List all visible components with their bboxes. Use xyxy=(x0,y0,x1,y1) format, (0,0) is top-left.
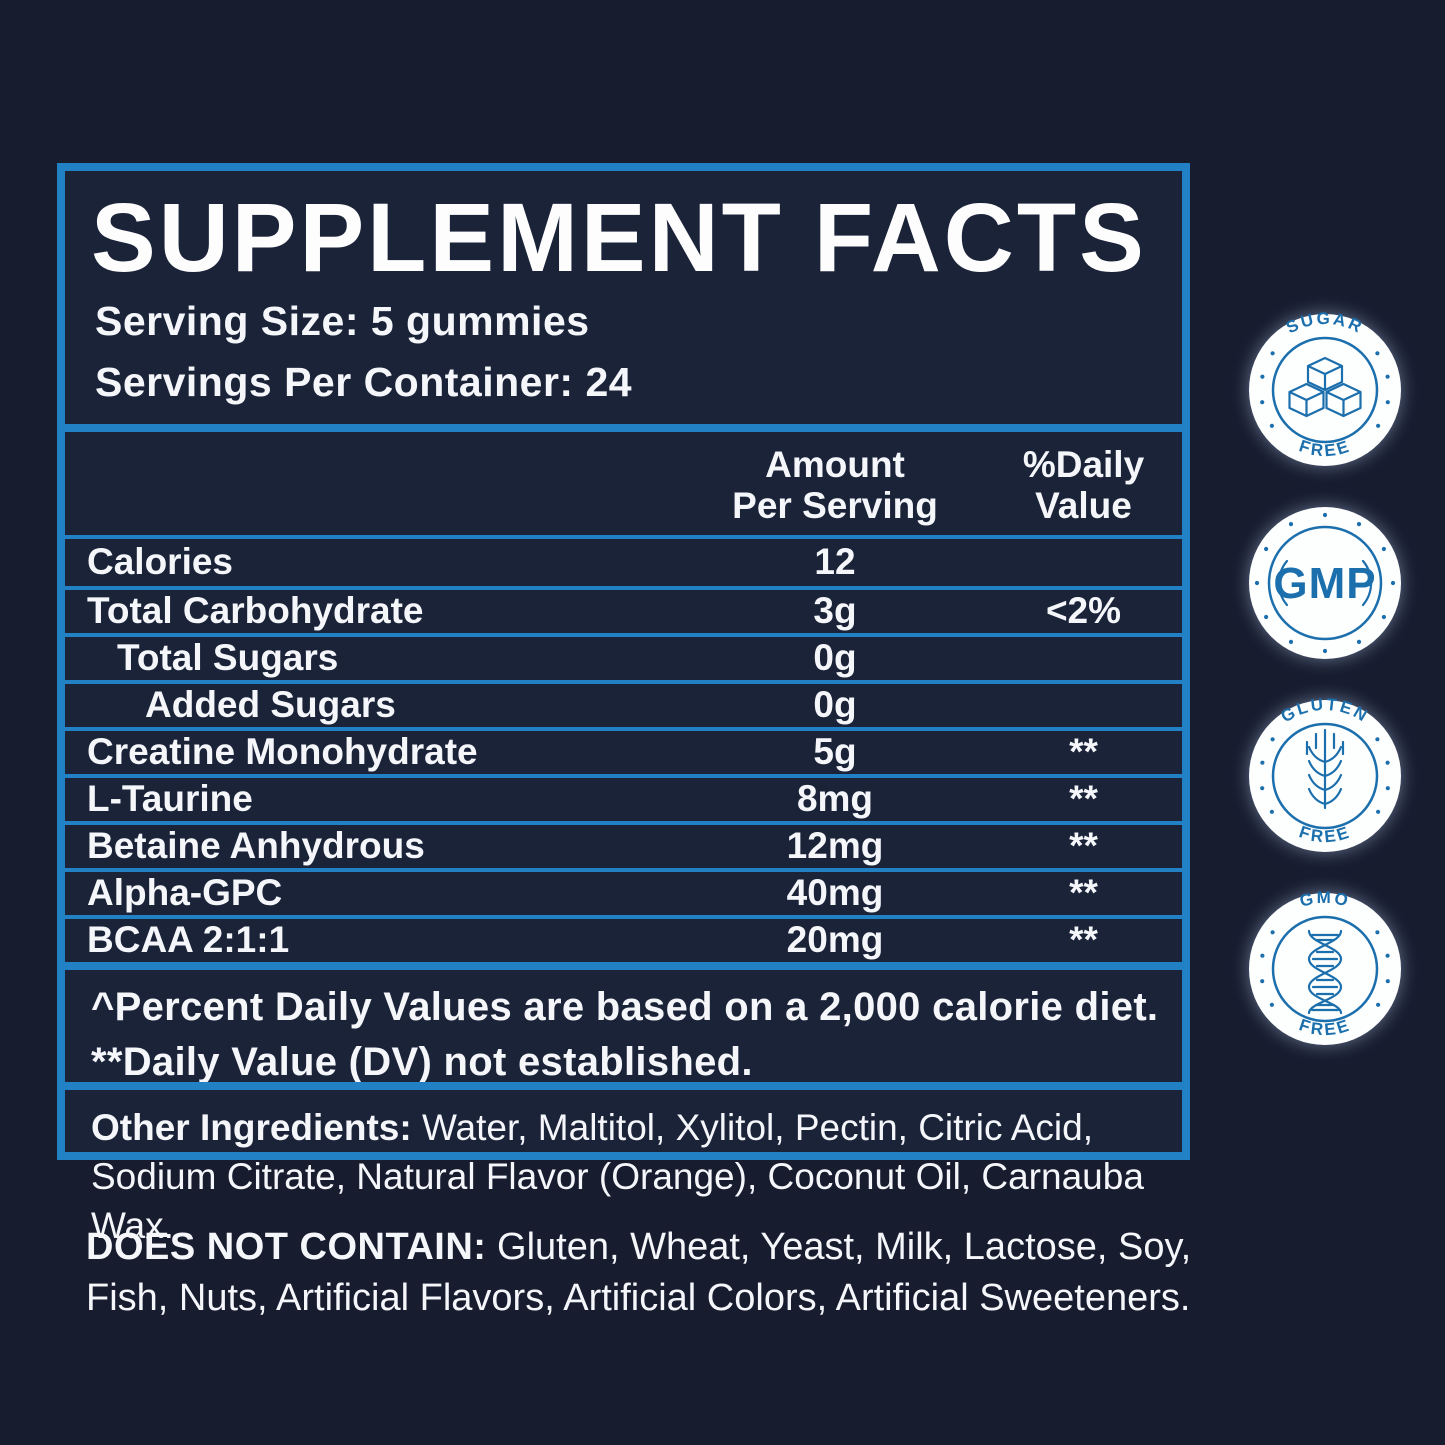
sugar-free-badge: SUGAR FREE xyxy=(1245,310,1405,470)
badge-dots xyxy=(1260,351,1390,428)
badge-dots xyxy=(1260,930,1390,1007)
does-not-contain: DOES NOT CONTAIN: Gluten, Wheat, Yeast, … xyxy=(86,1222,1236,1325)
servings-per-container: Servings Per Container: 24 xyxy=(95,359,633,405)
wheat-icon xyxy=(1305,728,1345,810)
gmo-free-seal: GMO FREE xyxy=(1249,889,1401,1045)
section-divider xyxy=(65,961,1182,970)
footnote-dv-not-established: **Daily Value (DV) not established. xyxy=(91,1039,753,1084)
does-not-contain-text: Gluten, Wheat, Yeast, Milk, Lactose, Soy… xyxy=(86,1226,1192,1320)
footnote-daily-values: ^Percent Daily Values are based on a 2,0… xyxy=(91,984,1159,1029)
gluten-free-badge: GLUTEN FREE xyxy=(1245,696,1405,856)
column-daily-value: %Daily Value xyxy=(1022,444,1145,527)
table-row: Calories 12 xyxy=(87,541,856,583)
certification-badges: SUGAR FREE GMP xyxy=(1245,310,1405,1082)
gmp-seal: GMP xyxy=(1249,507,1401,659)
section-divider xyxy=(65,1081,1182,1090)
dna-icon xyxy=(1307,929,1343,1015)
badge-dots xyxy=(1260,737,1390,814)
table-header-row: Amount Per Serving %Daily Value xyxy=(65,432,1182,539)
badge-inner-ring xyxy=(1267,525,1383,641)
gmp-letters: GMP xyxy=(1273,559,1376,608)
footnotes: ^Percent Daily Values are based on a 2,0… xyxy=(65,970,1182,1084)
badge-circle xyxy=(1249,893,1401,1045)
gluten-free-seal: GLUTEN FREE xyxy=(1249,696,1401,852)
section-divider xyxy=(65,424,1182,432)
facts-table: Amount Per Serving %Daily Value Calories… xyxy=(65,432,1182,962)
table-row: Total Carbohydrate 3g <2% xyxy=(65,585,1182,633)
panel-header: SUPPLEMENT FACTS Serving Size: 5 gummies… xyxy=(65,171,1182,424)
badge-inner-ring xyxy=(1271,722,1379,830)
badge-inner-ring xyxy=(1271,915,1379,1023)
supplement-facts-panel: SUPPLEMENT FACTS Serving Size: 5 gummies… xyxy=(57,163,1190,1246)
other-ingredients: Other Ingredients: Water, Maltitol, Xyli… xyxy=(65,1090,1182,1250)
badge-dots xyxy=(1254,512,1396,654)
gmo-free-badge: GMO FREE xyxy=(1245,889,1405,1049)
sugar-cubes-icon xyxy=(1288,356,1362,418)
table-row: Creatine Monohydrate 5g ** xyxy=(65,726,1182,774)
sugar-free-seal: SUGAR FREE xyxy=(1249,310,1401,466)
panel-title: SUPPLEMENT FACTS xyxy=(91,183,1147,292)
gmp-side-arcs xyxy=(1277,559,1373,607)
other-ingredients-text: Water, Maltitol, Xylitol, Pectin, Citric… xyxy=(91,1106,1144,1246)
table-row: Betaine Anhydrous 12mg ** xyxy=(65,820,1182,868)
gmp-badge: GMP xyxy=(1245,503,1405,663)
table-row: Alpha-GPC 40mg ** xyxy=(65,867,1182,915)
table-row: L-Taurine 8mg ** xyxy=(65,773,1182,821)
badge-top-text: GMO xyxy=(1298,889,1353,911)
badge-inner-ring xyxy=(1271,336,1379,444)
badge-circle xyxy=(1249,507,1401,659)
table-row: Added Sugars 0g xyxy=(65,679,1182,727)
table-row: BCAA 2:1:1 20mg ** xyxy=(65,914,1182,962)
table-row: Total Sugars 0g xyxy=(65,632,1182,680)
other-ingredients-label: Other Ingredients: xyxy=(91,1106,412,1148)
serving-size: Serving Size: 5 gummies xyxy=(95,298,590,344)
does-not-contain-label: DOES NOT CONTAIN: xyxy=(86,1226,487,1268)
column-amount-per-serving: Amount Per Serving xyxy=(732,444,938,527)
